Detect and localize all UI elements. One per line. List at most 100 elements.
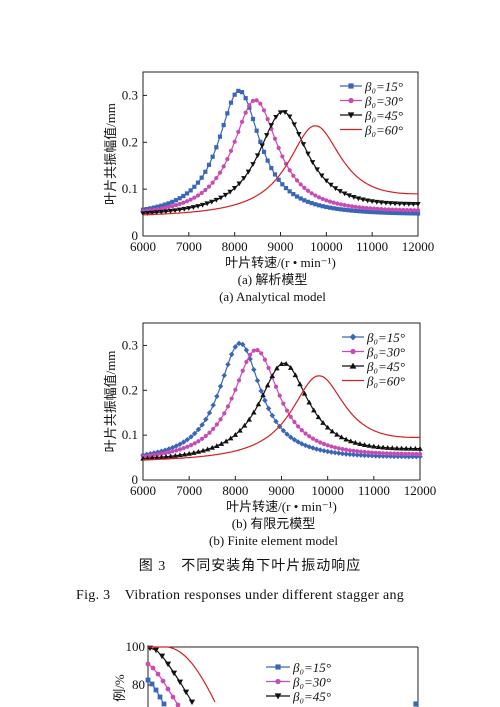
series-marker	[382, 207, 388, 212]
series-marker	[302, 198, 307, 203]
series-marker	[166, 446, 172, 452]
series-marker	[336, 446, 341, 451]
series-marker	[401, 207, 406, 213]
series-marker	[364, 209, 369, 214]
series-marker	[366, 442, 372, 448]
series-marker	[184, 199, 190, 204]
series-marker	[188, 197, 193, 202]
series-marker	[176, 207, 183, 213]
series-marker	[282, 110, 288, 116]
series-marker	[320, 204, 325, 209]
legend-label: β₀=15°	[292, 660, 331, 675]
series-marker	[265, 117, 270, 122]
series-marker	[316, 203, 322, 208]
legend-marker	[275, 664, 281, 670]
series-marker	[415, 208, 421, 213]
series-marker	[272, 136, 278, 141]
series-marker	[328, 182, 334, 188]
series-marker	[145, 661, 151, 667]
series-marker	[251, 348, 256, 353]
series-marker	[254, 377, 261, 384]
series-marker	[260, 392, 266, 398]
series-marker	[338, 434, 345, 440]
series-marker	[371, 206, 377, 211]
series-marker	[246, 416, 252, 422]
series-marker	[170, 694, 176, 700]
series-marker	[170, 204, 175, 209]
series-marker	[327, 205, 333, 210]
series-marker	[177, 196, 182, 201]
series-marker	[283, 186, 289, 191]
series-marker	[170, 199, 175, 204]
series-marker	[203, 187, 208, 193]
series-marker	[347, 448, 352, 453]
series-marker	[292, 372, 299, 378]
series-marker	[149, 681, 155, 687]
series-marker	[157, 694, 163, 700]
legend-marker	[348, 83, 354, 89]
series-line	[143, 125, 418, 216]
series-marker	[254, 128, 259, 133]
legend-label: β₀=15°	[364, 79, 403, 94]
series-marker	[191, 449, 197, 455]
series-marker	[214, 443, 220, 448]
series-marker	[232, 344, 239, 350]
series-line-red	[148, 646, 216, 703]
y-tick-label: 0.3	[122, 87, 138, 102]
series-marker	[272, 172, 278, 177]
series-marker	[317, 447, 324, 453]
series-marker	[173, 203, 179, 208]
series-marker	[362, 449, 367, 455]
series-marker	[225, 361, 231, 368]
series-marker	[239, 90, 245, 95]
series-marker	[209, 199, 215, 205]
series-marker	[158, 209, 165, 215]
series-marker	[281, 401, 286, 406]
series-marker	[404, 211, 410, 216]
series-marker	[195, 193, 201, 198]
x-axis-label: 叶片转速/(r • min⁻¹)	[226, 499, 337, 514]
series-marker	[228, 148, 234, 154]
series-marker	[164, 661, 172, 668]
legend-label: β₀=45°	[366, 359, 405, 374]
series-marker	[269, 412, 275, 419]
series-marker	[306, 444, 312, 450]
x-tick-label: 10000	[310, 239, 343, 254]
x-tick-label: 11000	[356, 239, 388, 254]
series-marker	[366, 450, 371, 455]
series-marker	[231, 185, 238, 191]
y-tick-label: 0.1	[122, 181, 138, 196]
series-marker	[210, 154, 215, 159]
series-marker	[412, 208, 417, 213]
series-marker	[284, 408, 290, 413]
series-marker	[395, 451, 400, 456]
series-marker	[165, 686, 171, 692]
series-marker	[174, 448, 179, 453]
series-marker	[258, 388, 264, 394]
series-marker	[324, 204, 329, 210]
legend-label: β₀=30°	[292, 675, 331, 690]
series-marker	[243, 347, 250, 353]
series-marker	[170, 449, 175, 454]
legend-label: β₀=60°	[364, 123, 403, 138]
series-marker	[334, 431, 340, 437]
x-tick-label: 6000	[130, 239, 156, 254]
series-marker	[331, 206, 336, 211]
series-marker	[240, 368, 245, 373]
series-marker	[298, 196, 303, 201]
series-marker	[348, 438, 354, 444]
series-marker	[371, 443, 377, 449]
legend-marker	[350, 348, 356, 355]
series-marker	[398, 453, 405, 460]
series-marker	[172, 452, 179, 458]
series-marker	[338, 202, 344, 207]
series-marker	[192, 184, 197, 189]
series-marker	[250, 116, 256, 122]
series-marker	[398, 445, 405, 451]
series-marker	[166, 201, 171, 206]
legend-label: β₀=60°	[366, 374, 405, 389]
series-marker	[175, 702, 181, 707]
series-marker	[403, 451, 408, 456]
series-marker	[199, 202, 206, 208]
series-marker	[415, 211, 421, 216]
